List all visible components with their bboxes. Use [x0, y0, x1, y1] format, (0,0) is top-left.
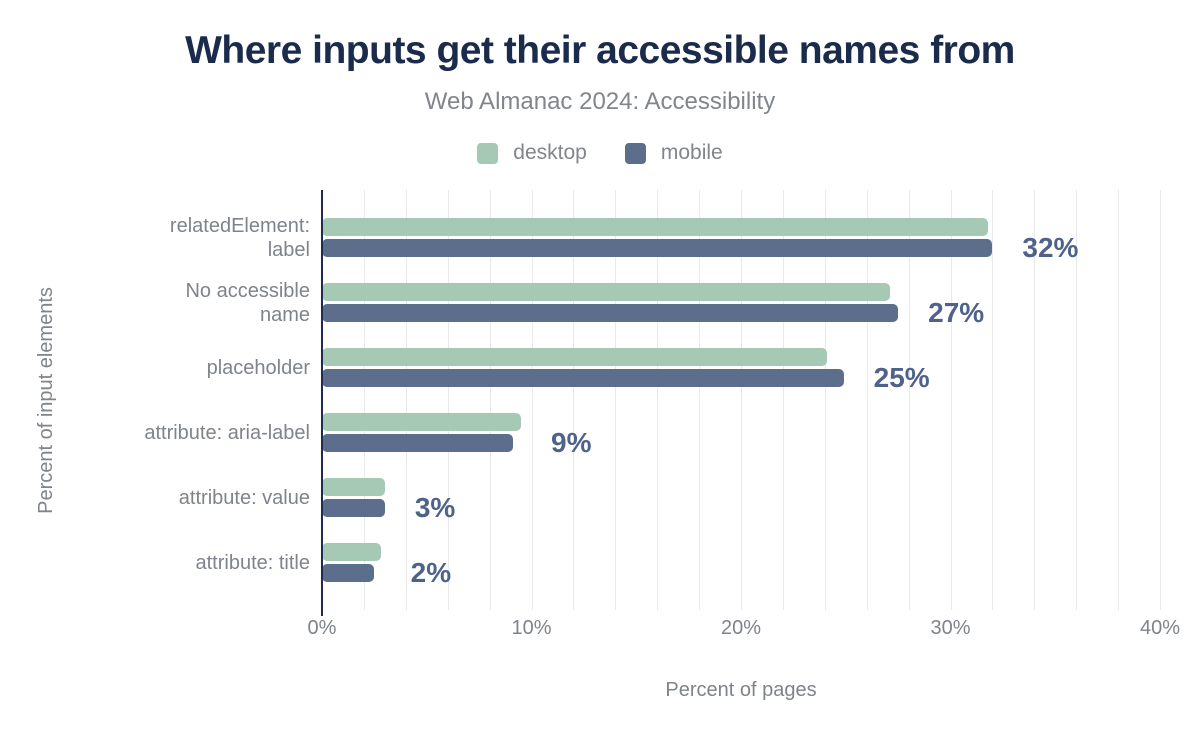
value-label: 3%: [414, 492, 456, 523]
gridline: [866, 190, 868, 610]
gridline: [992, 190, 994, 610]
gridline: [741, 190, 742, 610]
plot-area: [321, 190, 1161, 616]
gridline: [1076, 190, 1078, 610]
legend-swatch-desktop-icon: [477, 142, 499, 164]
gridline: [615, 190, 617, 610]
bar-mobile[interactable]: [322, 239, 993, 257]
bar-desktop[interactable]: [322, 283, 890, 301]
category-label: No accessible name: [185, 279, 310, 326]
x-tick: 20%: [720, 617, 762, 639]
value-label: 27%: [928, 297, 985, 328]
bar-mobile[interactable]: [322, 499, 385, 517]
gridline: [1034, 190, 1036, 610]
chart-title: Where inputs get their accessible names …: [185, 29, 1015, 72]
bar-mobile[interactable]: [322, 434, 513, 452]
category-label: attribute: aria-label: [144, 421, 310, 444]
value-label: 2%: [410, 557, 452, 588]
value-label: 32%: [1022, 232, 1079, 263]
gridline: [699, 190, 701, 610]
gridline: [573, 190, 575, 610]
y-axis-title-box: Percent of input elements: [24, 190, 68, 610]
x-axis-title: Percent of pages: [665, 679, 817, 701]
x-tick: 40%: [1139, 617, 1181, 639]
gridline: [489, 190, 491, 610]
value-label: 25%: [873, 362, 930, 393]
bar-desktop[interactable]: [322, 413, 522, 431]
legend-label-mobile: mobile: [660, 141, 723, 164]
y-axis-title: Percent of input elements: [34, 286, 57, 514]
gridline: [1118, 190, 1120, 610]
gridline: [657, 190, 659, 610]
legend-label-desktop: desktop: [513, 141, 587, 164]
bar-desktop[interactable]: [322, 543, 381, 561]
x-tick: 0%: [307, 617, 337, 639]
legend-item-mobile: mobile: [624, 141, 723, 165]
gridline: [908, 190, 910, 610]
category-label: attribute: title: [195, 551, 310, 574]
bar-mobile[interactable]: [322, 304, 899, 322]
value-label: 9%: [551, 427, 592, 458]
gridline: [1160, 190, 1161, 610]
legend-swatch-mobile-icon: [624, 142, 646, 164]
gridline: [447, 190, 449, 610]
bar-desktop[interactable]: [322, 348, 827, 366]
bar-mobile[interactable]: [322, 564, 375, 582]
gridline: [405, 190, 407, 610]
category-label: placeholder: [206, 356, 310, 379]
legend-item-desktop: desktop: [477, 141, 587, 165]
category-label: relatedElement: label: [169, 214, 310, 261]
bar-mobile[interactable]: [322, 369, 844, 387]
gridline: [782, 190, 784, 610]
x-tick: 30%: [930, 617, 971, 639]
bar-desktop[interactable]: [322, 478, 385, 496]
legend: desktop mobile: [0, 141, 1200, 165]
chart-subtitle: Web Almanac 2024: Accessibility: [424, 88, 776, 115]
y-axis-line: [321, 190, 323, 616]
x-tick: 10%: [511, 617, 552, 639]
gridline: [363, 190, 365, 610]
category-label: attribute: value: [178, 486, 310, 509]
bar-desktop[interactable]: [322, 218, 989, 236]
gridline: [824, 190, 826, 610]
gridline: [531, 190, 533, 610]
gridline: [950, 190, 952, 610]
